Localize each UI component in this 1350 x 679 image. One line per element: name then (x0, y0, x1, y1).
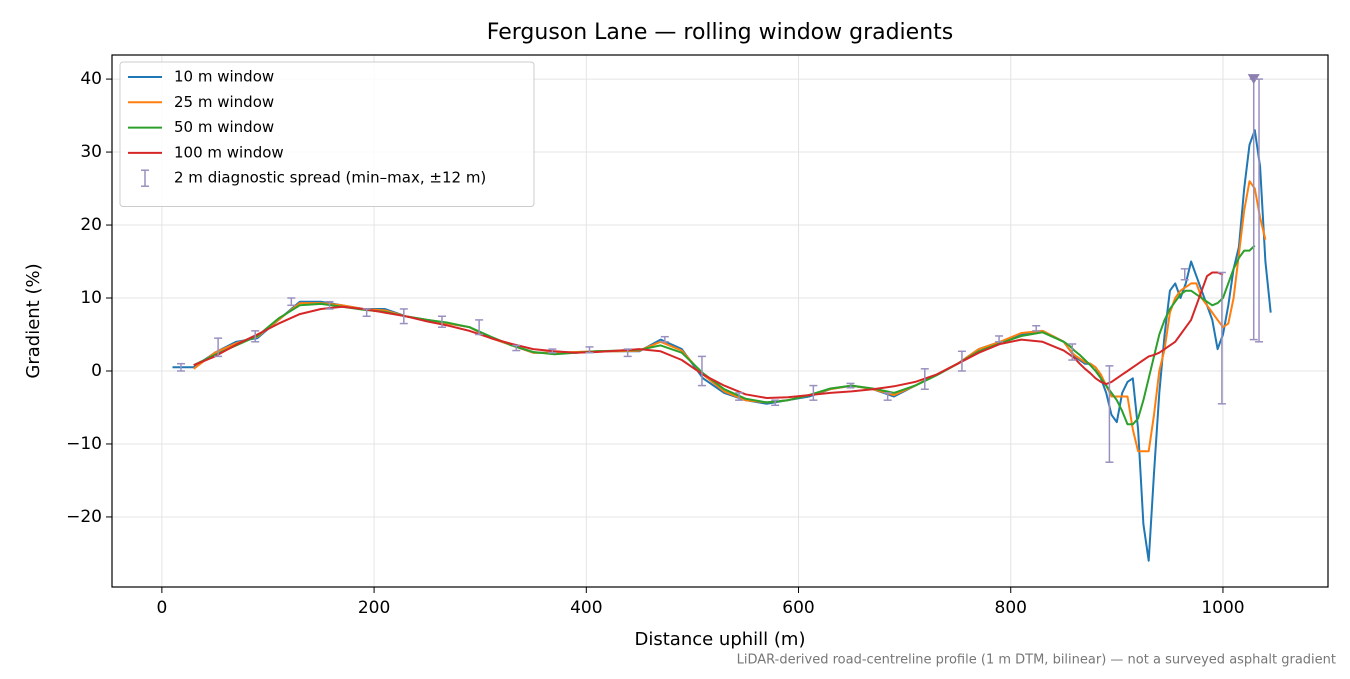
series-line (193, 244, 1256, 426)
series-line (193, 271, 1224, 399)
y-tick-label: 10 (80, 288, 102, 308)
x-tick-label: 400 (570, 598, 602, 618)
y-tick-label: 20 (80, 215, 102, 235)
legend-box (119, 61, 535, 207)
x-tick-label: 200 (358, 598, 390, 618)
footnote: LiDAR-derived road-centreline profile (1… (737, 653, 1336, 668)
x-tick-label: 800 (995, 598, 1027, 618)
y-tick-label: 0 (91, 361, 102, 381)
y-tick-label: −20 (66, 507, 102, 527)
series-line (193, 180, 1267, 453)
x-tick-label: 0 (156, 598, 167, 618)
plot-frame (111, 54, 1329, 588)
y-axis-label: Gradient (%) (23, 263, 44, 378)
x-axis-label: Distance uphill (m) (635, 629, 806, 650)
y-tick-label: 30 (80, 142, 102, 162)
clip-marker (1247, 74, 1260, 85)
legend: 10 m window 25 m window 50 m window 100 m w… (119, 61, 535, 207)
x-tick-label: 1000 (1201, 598, 1244, 618)
legend-label: 100 m window (174, 143, 284, 161)
chart-title: Ferguson Lane — rolling window gradients (487, 20, 953, 45)
plot-area (172, 74, 1272, 562)
legend-label: 50 m window (174, 118, 274, 136)
y-tick-label: −10 (66, 434, 102, 454)
legend-label: 25 m window (174, 93, 274, 111)
y-tick-label: 40 (80, 69, 102, 89)
legend-label: 10 m window (174, 68, 274, 86)
x-tick-label: 600 (782, 598, 814, 618)
legend-label: 2 m diagnostic spread (min–max, ±12 m) (174, 169, 486, 187)
